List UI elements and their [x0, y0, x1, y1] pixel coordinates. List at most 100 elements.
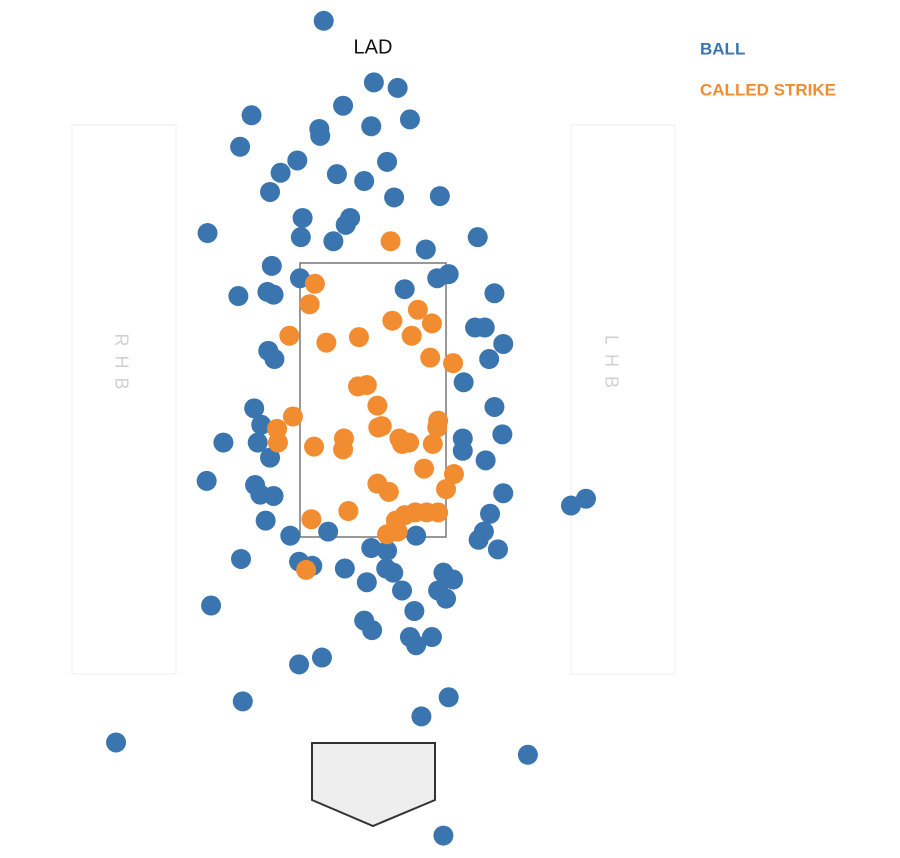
legend-label: BALL: [700, 39, 745, 58]
pitch: [241, 105, 262, 126]
pitch: [479, 349, 500, 370]
pitch: [251, 414, 272, 435]
pitch: [438, 687, 459, 708]
pitch: [517, 744, 538, 765]
pitch: [289, 654, 310, 675]
pitch: [264, 349, 285, 370]
pitch: [316, 332, 337, 353]
pitch: [196, 470, 217, 491]
pitch: [384, 187, 405, 208]
pitch: [361, 538, 382, 559]
pitch: [487, 539, 508, 560]
pitch: [443, 464, 464, 485]
pitch: [404, 600, 425, 621]
pitch: [406, 525, 427, 546]
pitch: [231, 548, 251, 569]
pitch: [304, 273, 325, 294]
pitch: [338, 501, 359, 522]
pitch: [326, 164, 347, 185]
pitch: [438, 264, 459, 285]
pitch: [106, 732, 127, 753]
pitch: [260, 181, 281, 202]
pitch: [304, 436, 325, 457]
pitch: [362, 620, 383, 641]
pitch: [383, 562, 404, 583]
pitch: [228, 286, 249, 307]
pitch: [335, 214, 356, 235]
chart-title: LAD: [354, 36, 393, 58]
pitch: [484, 396, 505, 417]
pitch: [282, 406, 303, 427]
pitch: [382, 310, 403, 331]
pitch: [493, 483, 514, 504]
pitch: [263, 485, 284, 506]
pitch: [561, 495, 581, 516]
pitch: [443, 353, 464, 374]
pitch: [371, 416, 392, 437]
pitch: [318, 521, 339, 542]
pitch: [333, 439, 354, 460]
pitch: [392, 433, 413, 454]
pitch: [299, 294, 320, 315]
pitch: [333, 95, 354, 116]
pitch: [311, 647, 332, 668]
pitch: [401, 325, 422, 346]
pitch: [356, 375, 377, 396]
pitch: [310, 125, 331, 146]
strike-zone: [299, 262, 447, 538]
pitch: [296, 559, 317, 580]
pitch: [377, 151, 398, 172]
legend-label: CALLED STRIKE: [700, 80, 836, 99]
home-plate: [311, 742, 436, 828]
pitch: [480, 503, 501, 524]
pitch: [406, 635, 427, 656]
pitch: [436, 479, 457, 500]
pitch: [453, 372, 474, 393]
pitch: [270, 162, 291, 183]
pitch: [399, 109, 420, 130]
pitch: [377, 524, 398, 545]
pitch: [301, 509, 322, 530]
pitch: [232, 691, 253, 712]
pitch: [421, 313, 442, 334]
pitch: [287, 150, 308, 171]
rhb-label: RHB: [111, 333, 131, 398]
pitch: [414, 458, 435, 479]
pitch: [475, 450, 496, 471]
pitch: [290, 227, 311, 248]
pitch: [279, 325, 300, 346]
pitch: [244, 398, 265, 419]
pitch: [280, 525, 301, 546]
points: [106, 10, 596, 846]
pitch: [387, 77, 408, 98]
pitch: [421, 627, 442, 648]
pitch: [354, 171, 375, 192]
pitch: [394, 279, 415, 300]
pitch: [363, 72, 384, 93]
pitch: [427, 417, 448, 438]
pitch: [334, 558, 355, 579]
pitch: [443, 569, 464, 590]
pitch: [433, 825, 454, 846]
pitch: [356, 572, 377, 593]
pitch: [260, 447, 281, 468]
pitch: [255, 510, 276, 531]
pitch: [420, 347, 441, 368]
pitch: [429, 186, 450, 207]
pitch: [267, 432, 288, 453]
pitch: [247, 432, 268, 453]
pitch: [230, 136, 251, 157]
pitch: [575, 488, 596, 509]
pitch: [378, 481, 399, 502]
pitch: [197, 223, 218, 244]
pitch: [292, 207, 313, 228]
pitch: [323, 231, 344, 252]
pitch: [422, 433, 443, 454]
pitch: [467, 227, 488, 248]
pitch: [348, 327, 369, 348]
pitch: [367, 395, 388, 416]
pitch: [407, 299, 428, 320]
pitch: [493, 333, 514, 354]
pitch: [201, 595, 222, 616]
